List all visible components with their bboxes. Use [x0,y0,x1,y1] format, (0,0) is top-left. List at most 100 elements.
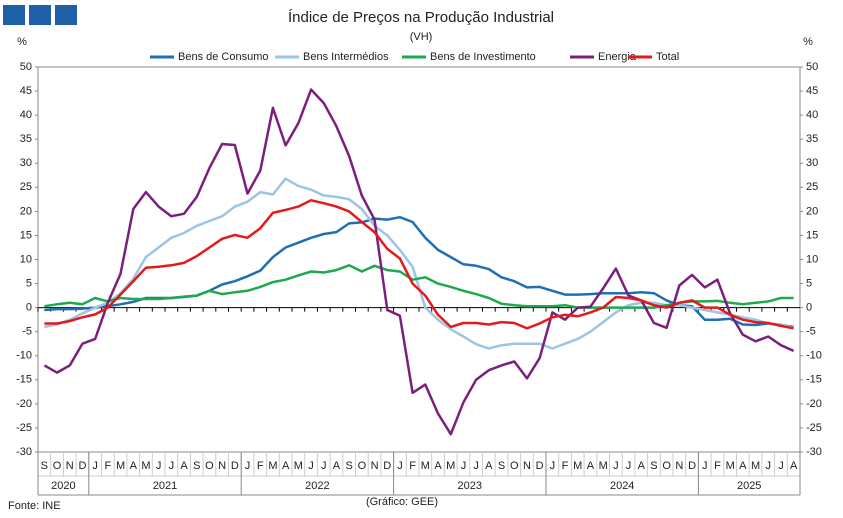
series-line [44,264,794,309]
x-tick-label: A [130,460,138,472]
x-tick-label: J [461,460,467,472]
x-tick-label: J [702,460,708,472]
x-tick-label: J [766,460,772,472]
legend-label: Total [656,51,679,63]
x-tick-label: J [245,460,251,472]
x-tick-label: D [383,460,391,472]
y-tick-label: 20 [20,205,32,217]
y2-tick-label: 15 [806,229,818,241]
y-tick-label: -15 [16,374,32,386]
x-tick-label: O [510,460,519,472]
x-tick-label: D [688,460,696,472]
chart-title: Índice de Preços na Produção Industrial [288,9,554,26]
y2-tick-label: -20 [806,398,822,410]
year-label: 2025 [737,480,761,492]
year-label: 2023 [458,480,482,492]
y2-tick-label: -5 [806,326,816,338]
x-tick-label: J [156,460,162,472]
year-label: 2022 [305,480,329,492]
x-tick-label: A [434,460,442,472]
legend-label: Bens de Consumo [178,51,269,63]
legend-label: Energia [598,51,637,63]
x-tick-label: A [587,460,595,472]
chart-subtitle: (VH) [410,31,433,43]
y-tick-label: 50 [20,61,32,73]
year-label: 2024 [610,480,634,492]
x-tick-label: J [308,460,314,472]
y-tick-label: 45 [20,85,32,97]
x-tick-label: A [739,460,747,472]
plot-frame [37,66,801,453]
y-tick-label: 30 [20,157,32,169]
logo-square [55,5,77,25]
x-tick-label: M [116,460,125,472]
y-tick-label: 25 [20,181,32,193]
y2-tick-label: 50 [806,61,818,73]
x-tick-label: D [231,460,239,472]
logo-square [29,5,51,25]
y-tick-label: -10 [16,350,32,362]
x-tick-label: M [726,460,735,472]
x-tick-label: S [345,460,352,472]
x-tick-label: M [268,460,277,472]
y2-tick-label: 20 [806,205,818,217]
x-tick-label: M [751,460,760,472]
x-tick-label: J [321,460,327,472]
y2-tick-label: 45 [806,85,818,97]
series-line [44,199,794,330]
x-tick-label: M [446,460,455,472]
x-tick-label: A [485,460,493,472]
x-tick-label: A [638,460,646,472]
y-tick-label: 10 [20,253,32,265]
x-tick-label: S [41,460,48,472]
x-tick-label: S [650,460,657,472]
y2-unit: % [803,36,813,48]
x-tick-label: F [562,460,569,472]
legend-label: Bens Intermédios [303,51,389,63]
y2-tick-label: -10 [806,350,822,362]
series-line [43,88,795,436]
credit: (Gráfico: GEE) [366,496,438,508]
x-tick-label: F [409,460,416,472]
x-tick-label: N [523,460,531,472]
x-tick-label: J [397,460,403,472]
y2-tick-label: 10 [806,253,818,265]
y2-tick-label: 0 [806,302,812,314]
year-label: 2021 [153,480,177,492]
x-tick-label: A [790,460,798,472]
x-tick-label: F [257,460,264,472]
y2-tick-label: 40 [806,109,818,121]
year-label: 2020 [51,480,75,492]
y-tick-label: 40 [20,109,32,121]
y-tick-label: 0 [26,302,32,314]
x-tick-label: M [141,460,150,472]
x-tick-label: M [599,460,608,472]
x-tick-label: O [53,460,62,472]
x-tick-label: F [714,460,721,472]
x-tick-label: J [626,460,632,472]
y-tick-label: -25 [16,422,32,434]
legend-label: Bens de Investimento [430,51,536,63]
source: Fonte: INE [8,500,61,512]
y-tick-label: 35 [20,133,32,145]
x-tick-label: M [294,460,303,472]
x-tick-label: M [573,460,582,472]
y-tick-label: 5 [26,277,32,289]
x-tick-label: S [498,460,505,472]
x-tick-label: J [613,460,619,472]
y-tick-label: -30 [16,446,32,458]
y2-tick-label: -30 [806,446,822,458]
x-tick-label: N [371,460,379,472]
x-tick-label: S [193,460,200,472]
x-tick-label: D [536,460,544,472]
x-tick-label: O [662,460,671,472]
x-tick-label: J [550,460,556,472]
x-tick-label: O [358,460,367,472]
x-tick-label: A [180,460,188,472]
x-tick-label: A [333,460,341,472]
y2-tick-label: 25 [806,181,818,193]
y-tick-label: -20 [16,398,32,410]
y2-tick-label: 35 [806,133,818,145]
x-tick-label: J [473,460,479,472]
